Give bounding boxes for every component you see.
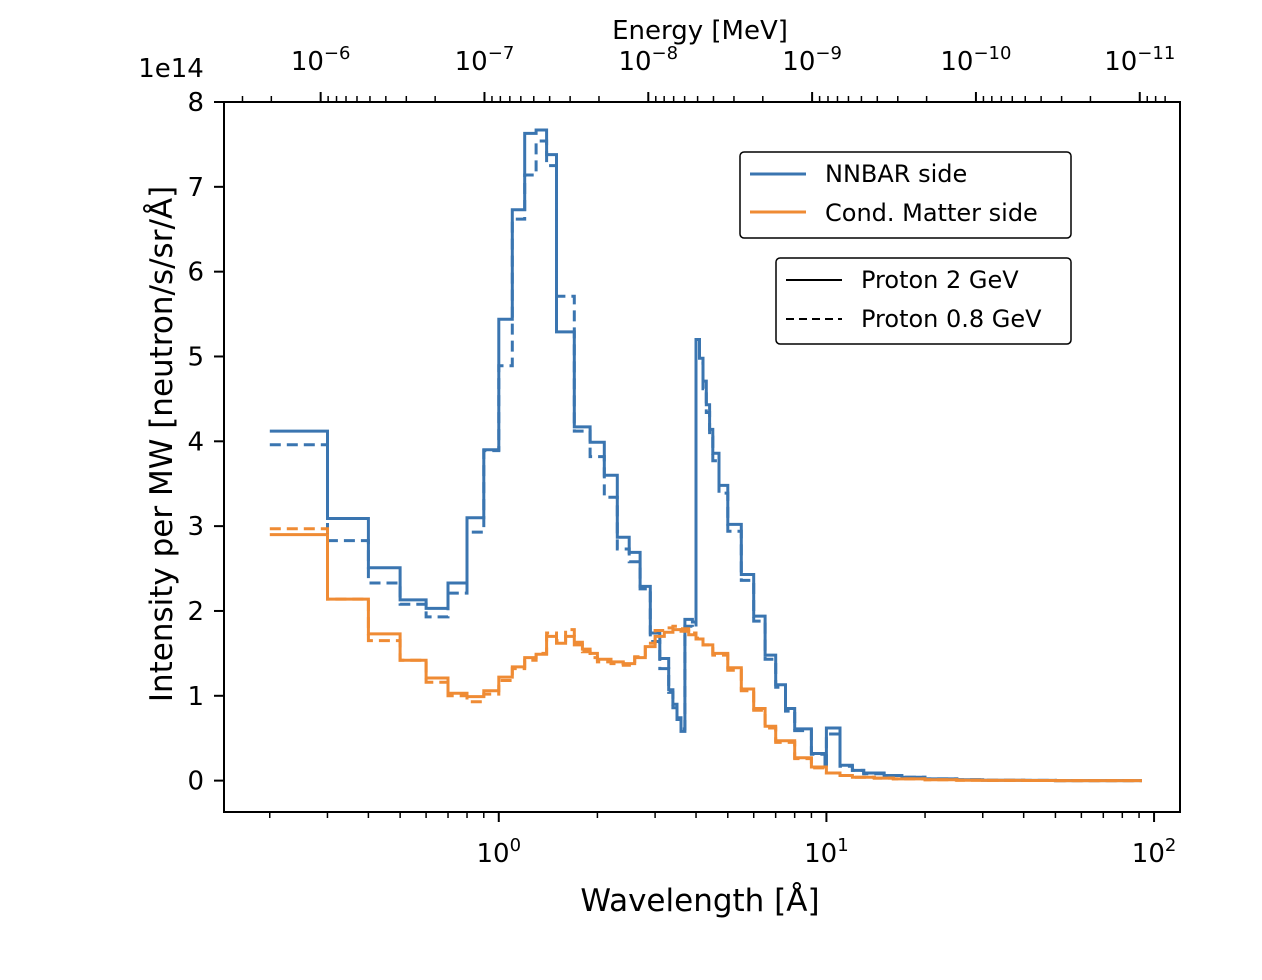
legend-label-proton-2gev: Proton 2 GeV [861,266,1019,294]
y-tick-label-1: 1 [187,682,204,712]
y-tick-label-0: 0 [187,767,204,797]
y-offset-label: 1e14 [138,54,204,84]
axes-layer: 100 101 102 0 1 2 3 4 5 6 7 8 10−6 10−7 10−8 10−9 10−10 1… [187,43,1176,869]
y-tick-label-7: 7 [187,173,204,203]
series-line-3 [269,527,1142,783]
y-tick-label-2: 2 [187,597,204,627]
top-tick-label-1: 10−7 [455,43,515,77]
series-line-1 [269,139,1142,783]
legend-protons: Proton 2 GeV Proton 0.8 GeV [775,257,1072,345]
axes-frame [223,101,1181,813]
legend-frame [739,151,1072,239]
series-layer [269,128,1142,783]
x-tick-label-1: 101 [804,835,849,869]
top-tick-label-0: 10−6 [291,43,351,77]
legend-sources: NNBAR side Cond. Matter side [739,151,1072,239]
top-tick-label-3: 10−9 [782,43,842,77]
top-axis-label: Energy [MeV] [612,16,788,46]
y-tick-label-6: 6 [187,258,204,288]
legend-label-nnbar: NNBAR side [825,160,967,188]
top-tick-label-5: 10−11 [1104,43,1175,77]
legend-label-proton-0-8gev: Proton 0.8 GeV [861,305,1042,333]
x-tick-label-2: 102 [1132,835,1177,869]
top-tick-label-2: 10−8 [618,43,678,77]
legend-frame [775,257,1072,345]
x-tick-label-0: 100 [476,835,521,869]
y-tick-label-4: 4 [187,427,204,457]
y-tick-label-5: 5 [187,342,204,372]
y-tick-label-8: 8 [187,88,204,118]
x-axis-label: Wavelength [Å] [580,883,819,919]
legend-label-cond-matter: Cond. Matter side [825,199,1038,227]
top-tick-label-4: 10−10 [940,43,1011,77]
y-tick-label-3: 3 [187,512,204,542]
y-axis-label: Intensity per MW [neutron/s/sr/Å] [144,186,180,702]
